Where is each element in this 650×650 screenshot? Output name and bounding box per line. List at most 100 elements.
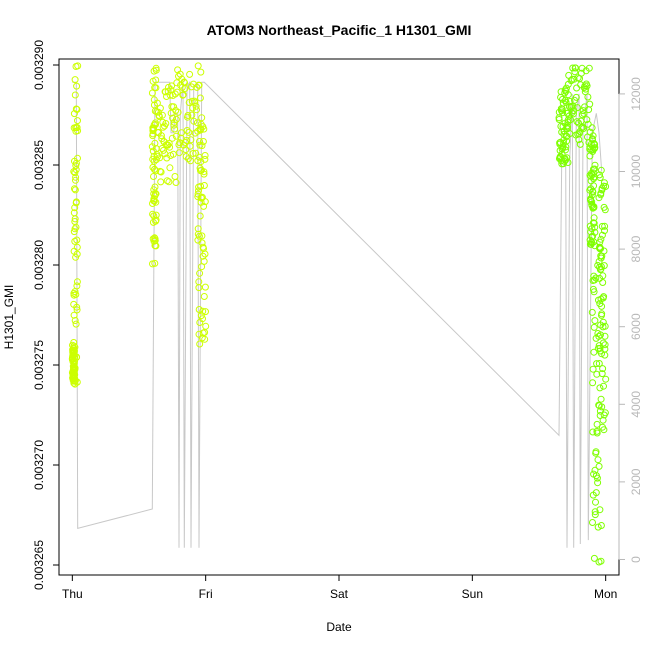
data-point [170,121,178,129]
data-point [561,157,568,165]
data-point [202,322,210,330]
y-tick-label: 0.003270 [32,440,46,490]
data-point [72,176,79,184]
x-tick-label: Mon [594,587,617,601]
data-point [582,85,590,93]
data-point [197,312,205,320]
data-point [181,85,189,92]
data-point [197,158,205,166]
data-point [73,82,81,90]
data-point [584,93,592,101]
data-point [183,137,191,144]
data-point [562,146,569,154]
data-point [150,197,158,205]
data-point [193,119,201,127]
data-point [152,216,160,224]
data-point [596,407,604,415]
data-point [73,243,81,251]
data-point [194,157,202,165]
data-point [572,93,580,101]
data-point [164,141,172,149]
data-point [592,489,600,497]
data-point [590,204,598,211]
data-point [589,519,596,526]
data-point [152,66,160,74]
right-y-tick-label: 10000 [629,155,643,189]
data-point [186,70,194,78]
data-point [73,236,81,244]
data-point [195,81,203,89]
data-point [71,186,79,194]
altitude-line-layer [72,80,603,548]
data-point [591,144,599,152]
data-point [193,83,201,91]
data-point [72,223,80,231]
data-point [73,378,81,386]
data-point [593,429,601,437]
data-point [589,132,597,140]
data-point [172,115,180,123]
data-point [592,274,600,282]
y-tick-label: 0.003265 [32,540,46,590]
data-point [151,259,159,267]
data-point [197,68,205,76]
data-point [573,118,581,126]
data-point [570,75,578,83]
data-point [562,84,570,92]
data-point [72,320,80,328]
data-point [196,340,204,348]
data-point [601,409,609,417]
data-point [165,139,173,147]
data-point [598,370,606,378]
data-point [590,219,598,227]
data-point [71,76,79,84]
data-point [198,142,206,150]
data-point [594,479,602,487]
data-point [173,79,181,87]
data-point [569,64,577,72]
data-point [73,106,81,113]
data-point [152,198,160,206]
right-y-tick-label: 2000 [629,468,643,495]
data-point [586,100,594,108]
data-point [591,508,599,516]
data-point [602,375,610,383]
data-point [597,395,605,403]
data-point [596,245,604,253]
data-point [200,125,208,133]
data-point [600,382,607,390]
data-point [589,428,597,436]
data-point [200,293,208,300]
data-point [564,91,572,99]
data-point [172,132,180,140]
data-point [195,232,203,240]
data-point [72,159,80,167]
data-point [166,143,174,151]
data-point [585,64,593,72]
data-point [193,106,200,114]
data-point [568,109,576,117]
data-point [73,303,81,311]
data-point [150,157,158,165]
data-point [574,74,582,82]
y-axis: 0.003265 0.003270 0.003275 0.003280 0.003285… [32,40,59,590]
data-point [71,343,79,351]
data-point [196,212,204,220]
data-point [70,228,78,236]
data-point [555,116,563,123]
data-point [200,257,208,265]
data-point [158,111,166,119]
x-tick-label: Fri [199,587,213,601]
data-point [165,178,173,186]
y-tick-label: 0.003280 [32,240,46,290]
data-point [576,140,584,148]
right-y-axis: 0 2000 4000 6000 8000 10000 12000 [618,77,643,563]
data-point [561,89,569,97]
data-point [156,154,164,162]
data-point [163,177,171,185]
data-point [201,335,209,343]
data-point [591,511,599,519]
data-point [601,227,608,235]
data-point [70,311,78,319]
data-point [151,183,159,191]
